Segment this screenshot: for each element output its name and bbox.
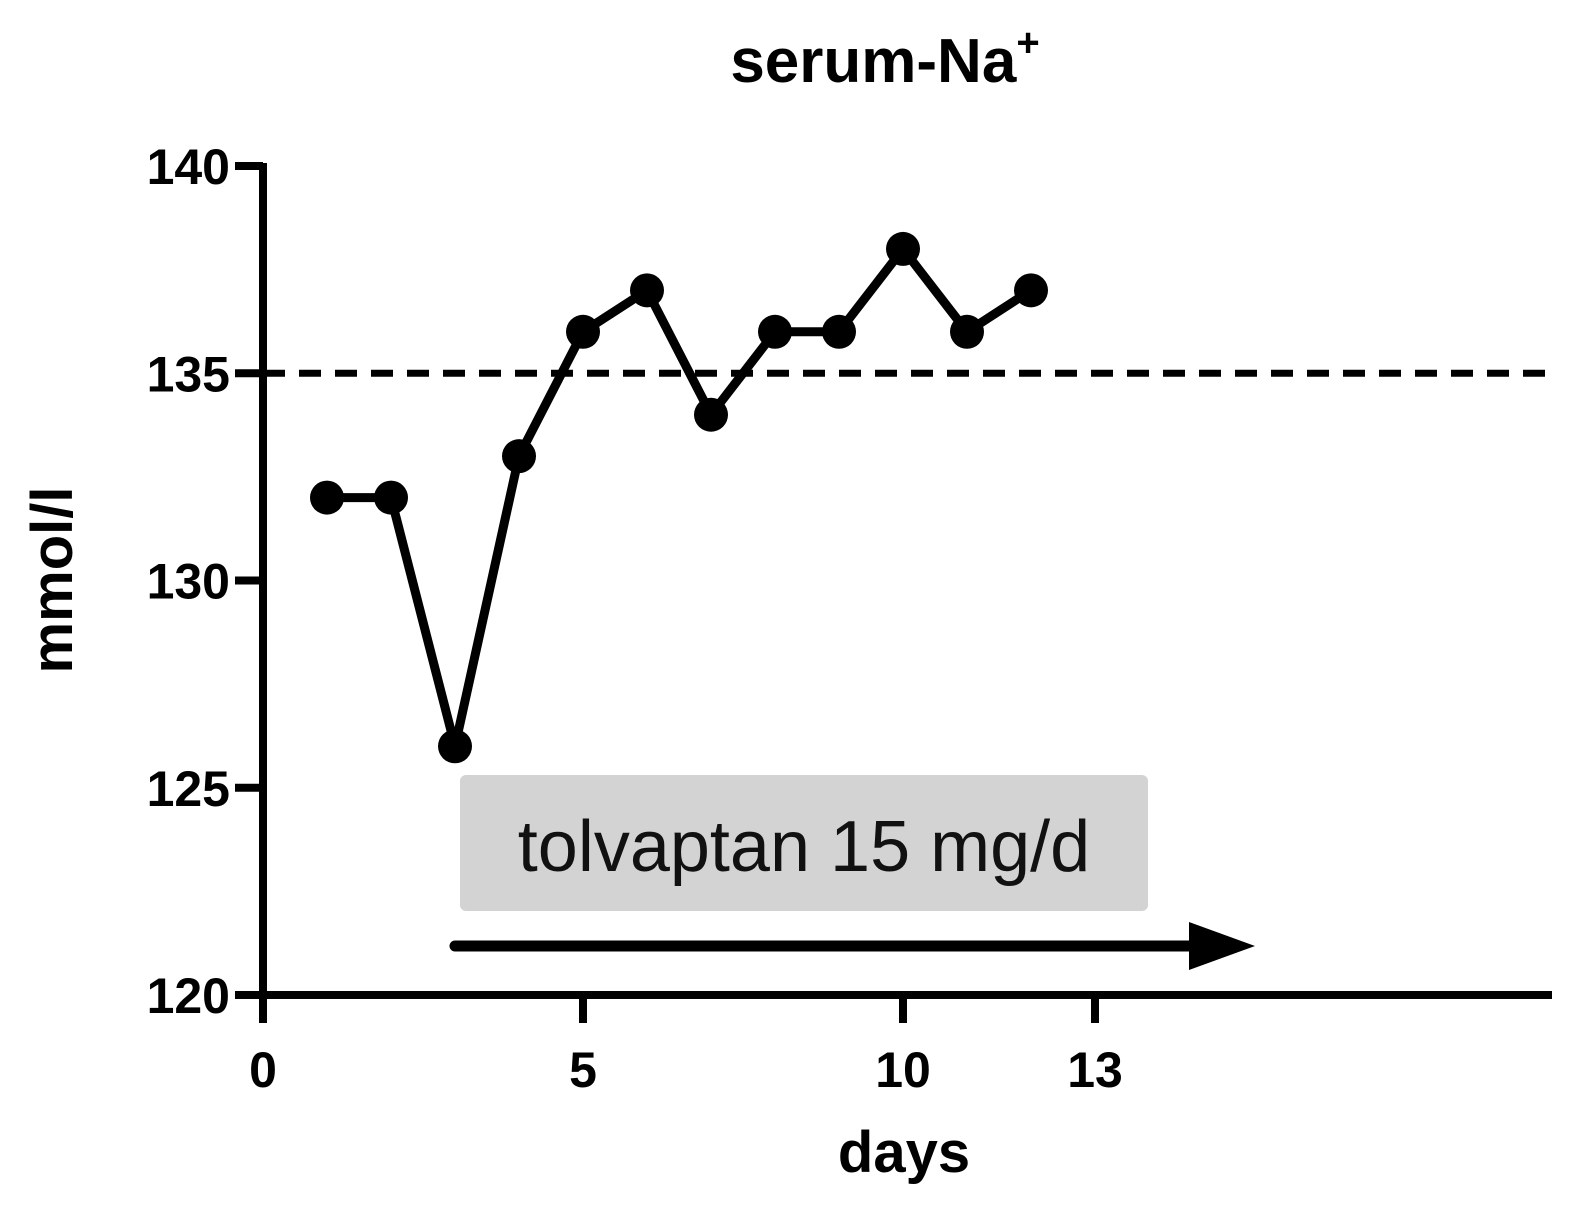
data-point <box>566 314 600 349</box>
y-tick-label: 125 <box>147 761 230 817</box>
series-layer <box>310 231 1048 764</box>
y-tick-label: 120 <box>147 968 230 1024</box>
y-tick-label: 130 <box>147 554 230 610</box>
data-point <box>630 273 664 308</box>
data-point <box>822 314 856 349</box>
data-point <box>950 314 984 349</box>
treatment-arrow-head <box>1189 922 1255 970</box>
y-tick-label: 140 <box>147 139 230 195</box>
annotation-layer: tolvaptan 15 mg/d <box>449 775 1255 970</box>
data-point <box>694 397 728 432</box>
data-point <box>310 480 344 515</box>
x-tick-label: 0 <box>249 1042 277 1098</box>
x-tick-label: 13 <box>1067 1042 1123 1098</box>
x-tick-label: 5 <box>569 1042 597 1098</box>
y-tick-label: 135 <box>147 346 230 402</box>
chart-title-superscript: + <box>1016 21 1039 65</box>
chart-title: serum-Na+ <box>730 21 1039 96</box>
data-point <box>438 729 472 764</box>
ticks-layer: 120 125 130 135 140 0 5 10 13 <box>147 139 1123 1098</box>
annotation-text: tolvaptan 15 mg/d <box>518 807 1090 887</box>
data-point <box>758 314 792 349</box>
data-point <box>1014 273 1048 308</box>
data-point <box>886 231 920 266</box>
annotation-box <box>460 775 1148 911</box>
data-point <box>502 439 536 474</box>
y-axis-title: mmol/l <box>20 487 85 674</box>
data-point <box>374 480 408 515</box>
x-tick-label: 10 <box>875 1042 931 1098</box>
chart-title-main: serum-Na <box>730 27 1017 96</box>
x-axis-title: days <box>838 1120 970 1185</box>
series-line <box>327 241 1034 748</box>
